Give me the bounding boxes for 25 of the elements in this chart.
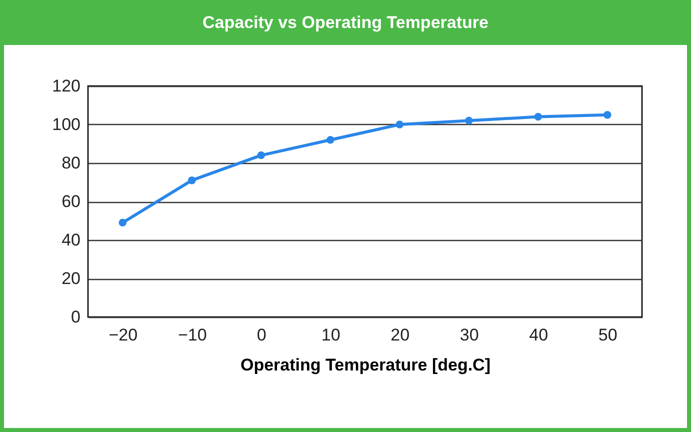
point <box>118 218 126 227</box>
y-tick-label: 120 <box>52 76 80 96</box>
x-tick-label: 10 <box>321 326 340 344</box>
y-tick-label: 0 <box>71 308 80 326</box>
point <box>257 151 265 160</box>
y-tick-label: 60 <box>62 192 80 211</box>
x-tick-label: 20 <box>390 326 410 344</box>
y-tick-label: 20 <box>62 269 80 288</box>
y-tick-label: 100 <box>52 115 80 134</box>
point <box>534 112 542 121</box>
point <box>396 120 404 128</box>
x-tick-label: 0 <box>256 326 266 344</box>
point <box>188 176 196 184</box>
y-tick-label: 80 <box>62 154 80 172</box>
chart-title: Capacity vs Operating Temperature <box>0 0 691 45</box>
x-tick-label: −10 <box>178 326 207 344</box>
x-tick-label: 40 <box>529 326 548 344</box>
point <box>604 111 612 119</box>
point <box>465 116 473 125</box>
x-tick-label: 30 <box>460 326 479 344</box>
point <box>326 136 334 144</box>
x-axis-title: Operating Temperature [deg.C] <box>240 356 490 374</box>
x-tick-label: −20 <box>108 326 138 344</box>
y-tick-label: 40 <box>62 230 80 250</box>
x-tick-label: 50 <box>598 326 618 344</box>
